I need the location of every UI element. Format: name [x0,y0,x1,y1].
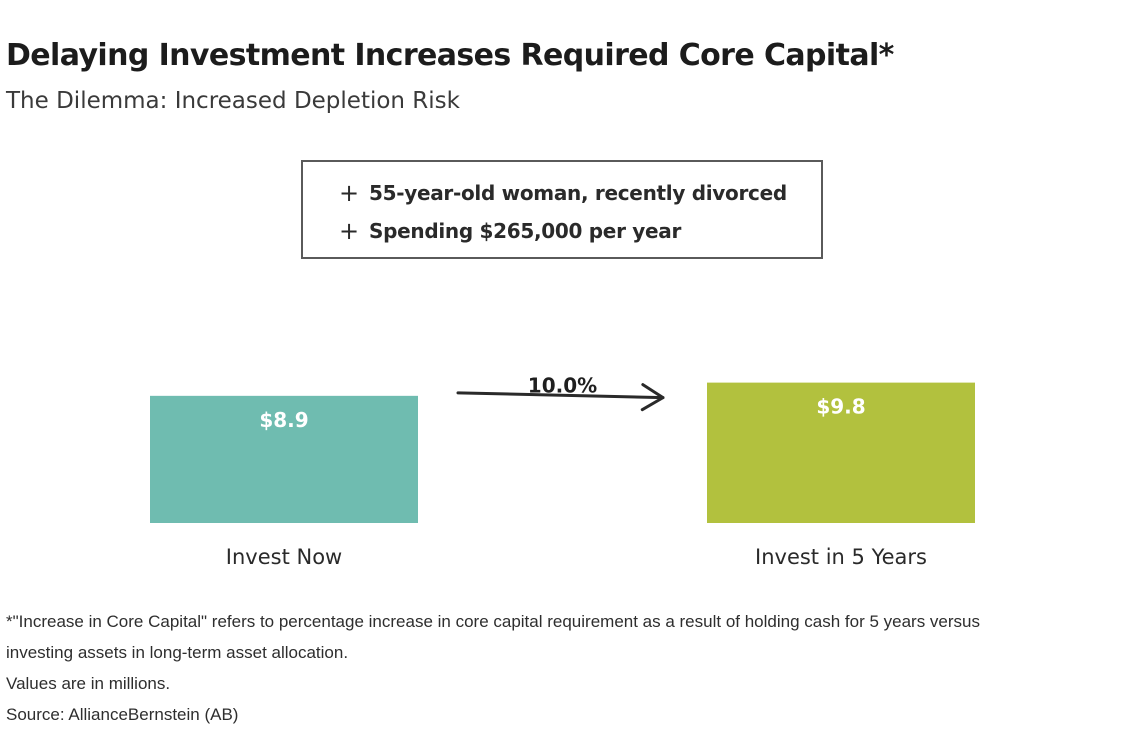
category-label: Invest Now [226,545,342,569]
plus-icon: + [339,217,359,245]
growth-arrow-head [640,383,665,412]
scenario-item: + 55-year-old woman, recently divorced [339,178,787,208]
footnote-source: Source: AllianceBernstein (AB) [6,705,239,724]
bar-chart: $8.9 Invest Now $9.8 Invest in 5 Years 10.0% [150,374,975,569]
growth-percent-label: 10.0% [528,374,597,398]
bar-value-label: $9.8 [816,395,865,419]
scenario-info-box: + 55-year-old woman, recently divorced +… [301,160,823,259]
chart-title: Delaying Investment Increases Required C… [6,38,894,73]
scenario-item: + Spending $265,000 per year [339,216,681,246]
footnotes: *"Increase in Core Capital" refers to pe… [6,606,1116,730]
footnote-definition-cont: investing assets in long-term asset allo… [6,643,349,662]
footnote-units: Values are in millions. [6,674,171,693]
category-label: Invest in 5 Years [755,545,927,569]
bar-value-label: $8.9 [259,408,308,432]
scenario-item-text: 55-year-old woman, recently divorced [369,181,787,205]
plus-icon: + [339,179,359,207]
scenario-item-text: Spending $265,000 per year [369,219,682,243]
chart-subtitle: The Dilemma: Increased Depletion Risk [6,88,460,114]
footnote-definition: *"Increase in Core Capital" refers to pe… [6,612,981,631]
growth-arrow [456,391,665,400]
bar [707,382,975,523]
bar [150,395,418,523]
